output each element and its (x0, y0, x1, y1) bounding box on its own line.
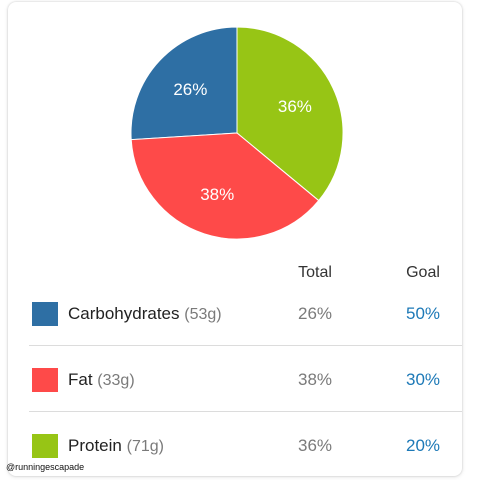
macro-goal-value: 20% (405, 436, 441, 455)
macro-name: Carbohydrates (68, 304, 180, 323)
fat-color-swatch (32, 368, 58, 392)
total-column-header: Total (298, 264, 332, 281)
goal-column-header: Goal (406, 264, 440, 281)
protein-color-swatch (32, 434, 58, 458)
macro-name-label: Carbohydrates (53g) (68, 304, 222, 324)
pie-slice-label: 38% (200, 185, 234, 204)
macro-row-carbohydrates[interactable]: Carbohydrates (53g) 26% 50% (8, 280, 462, 346)
macro-name-label: Protein (71g) (68, 436, 164, 456)
pie-slice (130, 132, 320, 240)
macro-grams: (71g) (126, 438, 164, 455)
macros-pie-chart: 26% 36% 38% (130, 26, 344, 240)
macro-name: Fat (68, 370, 93, 389)
pie-slice-label: 26% (173, 80, 207, 99)
pie-slice (130, 26, 238, 141)
macro-row-fat[interactable]: Fat (33g) 38% 30% (8, 346, 462, 412)
macro-goal-value: 50% (405, 304, 441, 323)
macro-name-label: Fat (33g) (68, 370, 135, 390)
macro-grams: (33g) (97, 372, 135, 389)
macro-total-value: 38% (297, 370, 333, 389)
watermark-text: @runningescapade (6, 462, 85, 472)
carbohydrates-color-swatch (32, 302, 58, 326)
macro-total-value: 36% (297, 436, 333, 455)
macro-goal-value: 30% (405, 370, 441, 389)
pie-slice (236, 26, 344, 202)
macros-card: 26% 36% 38% Total Goal Carbohydrates (53g)… (8, 2, 462, 476)
macro-grams: (53g) (184, 306, 222, 323)
macro-total-value: 26% (297, 304, 333, 323)
macro-name: Protein (68, 436, 122, 455)
macro-row-protein[interactable]: Protein (71g) 36% 20% (8, 412, 462, 476)
pie-svg: 26% 36% 38% (130, 26, 344, 240)
pie-slice-label: 36% (278, 97, 312, 116)
